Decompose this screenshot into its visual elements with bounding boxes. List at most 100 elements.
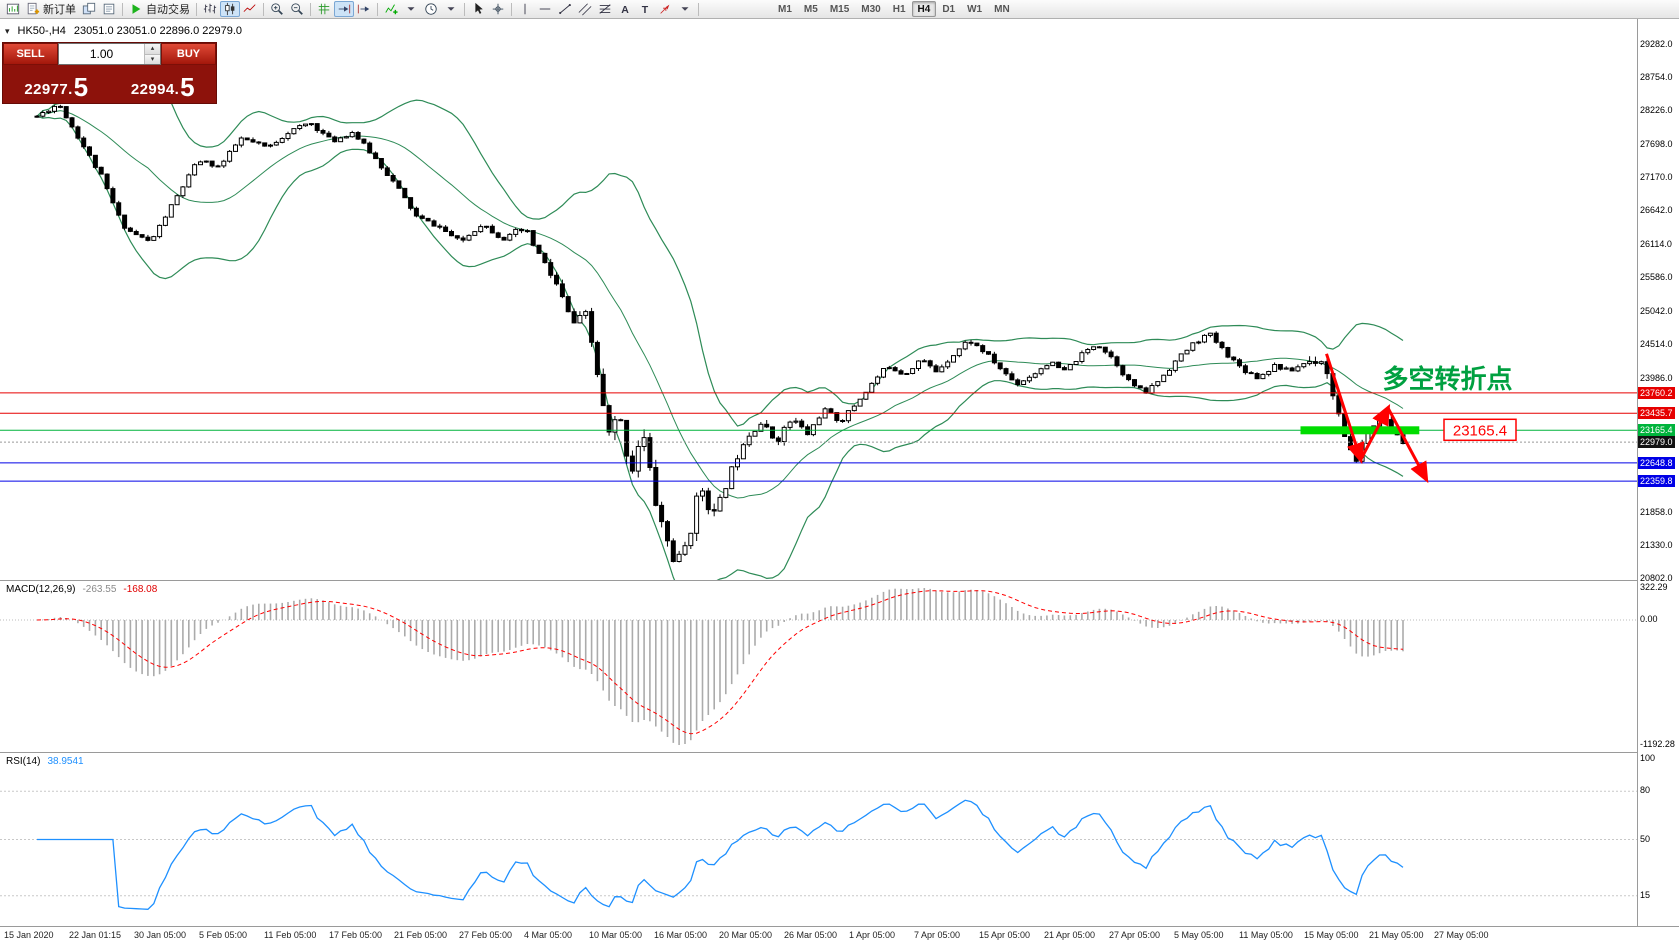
lot-decrease-button[interactable]: ▾ <box>145 54 160 64</box>
candle <box>775 437 781 442</box>
toolbar-separator <box>263 2 264 16</box>
time-axis[interactable]: 15 Jan 2020 22 Jan 01:15 30 Jan 05:00 5 Feb… <box>0 927 1637 944</box>
templates-icon[interactable] <box>99 1 119 17</box>
profiles-icon[interactable] <box>79 1 99 17</box>
candle <box>647 437 653 469</box>
candle <box>1207 332 1213 336</box>
indicators-icon[interactable] <box>381 1 401 17</box>
candle <box>110 188 116 204</box>
price-digits: 22977. <box>24 81 73 98</box>
lot-size-input[interactable]: 1.00 <box>89 47 114 61</box>
zoom-in-icon[interactable] <box>267 1 287 17</box>
fibonacci-icon[interactable] <box>595 1 615 17</box>
price-tag-box[interactable] <box>1443 418 1517 442</box>
rsi-scale-label: 100 <box>1640 753 1656 763</box>
periods-dropdown-icon[interactable] <box>441 1 461 17</box>
arrows-dropdown-icon[interactable] <box>675 1 695 17</box>
trend-arrow-1[interactable] <box>1325 353 1365 464</box>
candle <box>145 236 151 241</box>
rsi-pane[interactable] <box>0 753 1637 926</box>
autotrading-button[interactable]: 自动交易 <box>126 1 193 17</box>
new-order-button[interactable]: 新订单 <box>23 1 79 17</box>
timeframe-m5[interactable]: M5 <box>798 1 824 17</box>
candle <box>419 215 425 219</box>
candle <box>1044 365 1050 370</box>
timeframe-m1[interactable]: M1 <box>772 1 798 17</box>
chart-shift-icon[interactable] <box>354 1 374 17</box>
vertical-line-icon[interactable] <box>515 1 535 17</box>
candle <box>863 391 869 400</box>
grid-icon[interactable] <box>314 1 334 17</box>
buy-button[interactable]: BUY <box>161 43 216 65</box>
candle <box>1318 361 1324 364</box>
candle <box>524 230 530 233</box>
candle <box>956 348 962 357</box>
candle <box>1067 364 1073 371</box>
time-label: 1 Apr 05:00 <box>849 930 896 940</box>
lot-increase-button[interactable]: ▴ <box>145 44 160 55</box>
sell-button[interactable]: SELL <box>3 43 58 65</box>
candle <box>279 138 285 143</box>
auto-scroll-icon[interactable] <box>334 1 354 17</box>
candle <box>583 311 589 316</box>
text-tool-icon[interactable] <box>615 1 635 17</box>
line-chart-mode-icon <box>243 2 257 16</box>
label-tool-icon[interactable] <box>635 1 655 17</box>
timeframe-h4[interactable]: H4 <box>911 1 937 17</box>
sell-price[interactable]: 22977. 5 <box>3 65 110 103</box>
indicators-dropdown-icon[interactable] <box>401 1 421 17</box>
candle <box>507 233 513 241</box>
support-zone[interactable] <box>1300 426 1420 435</box>
timeframe-h1[interactable]: H1 <box>887 1 912 17</box>
periods-icon[interactable] <box>421 1 441 17</box>
channel-icon[interactable] <box>575 1 595 17</box>
candlestick-mode-icon[interactable] <box>220 1 240 17</box>
candle <box>98 166 104 175</box>
timeframe-mn[interactable]: MN <box>988 1 1016 17</box>
candle <box>1108 351 1114 358</box>
trendline-icon[interactable] <box>555 1 575 17</box>
price-scale[interactable]: 29282.0 28754.0 28226.0 27698.0 27170.0 26642… <box>1637 18 1679 926</box>
buy-price[interactable]: 22994. 5 <box>110 65 217 103</box>
main-chart[interactable]: 多空转折点 23165.4 <box>0 18 1637 580</box>
horizontal-line-icon[interactable] <box>535 1 555 17</box>
candle <box>52 105 57 112</box>
line-chart-mode-icon[interactable] <box>240 1 260 17</box>
price-level-label: 23165.4 <box>1638 424 1675 437</box>
cursor-icon[interactable] <box>468 1 488 17</box>
annotation-text[interactable]: 多空转折点 <box>1383 364 1513 394</box>
candle <box>1009 373 1015 381</box>
pane-divider[interactable] <box>0 752 1679 753</box>
crosshair-icon[interactable] <box>488 1 508 17</box>
arrows-tool-icon[interactable] <box>655 1 675 17</box>
candle <box>589 311 595 343</box>
timeframe-m15[interactable]: M15 <box>824 1 855 17</box>
candle <box>297 125 303 129</box>
candle <box>787 421 793 428</box>
zoom-out-icon[interactable] <box>287 1 307 17</box>
candle <box>723 488 729 498</box>
timeframe-w1[interactable]: W1 <box>961 1 988 17</box>
trend-arrow-3[interactable] <box>1386 407 1429 484</box>
candle <box>665 521 670 542</box>
candle <box>951 355 956 363</box>
candle <box>87 146 92 156</box>
timeframe-m30[interactable]: M30 <box>855 1 886 17</box>
timeframe-d1[interactable]: D1 <box>936 1 961 17</box>
new-chart-icon[interactable] <box>3 1 23 17</box>
macd-pane[interactable] <box>0 581 1637 752</box>
candle <box>624 419 630 457</box>
one-click-toggle-icon[interactable]: ▾ <box>5 25 10 36</box>
trend-arrow-2[interactable] <box>1359 404 1391 461</box>
candle <box>635 446 641 472</box>
rsi-title: RSI(14) 38.9541 <box>6 756 84 767</box>
candle <box>256 141 262 144</box>
candle <box>1061 367 1067 371</box>
candle <box>484 225 489 228</box>
time-label: 27 Apr 05:00 <box>1109 930 1161 940</box>
candle <box>781 426 787 442</box>
bar-chart-mode-icon[interactable] <box>200 1 220 17</box>
candle <box>460 237 466 241</box>
candle <box>268 144 273 147</box>
pane-divider[interactable] <box>0 580 1679 581</box>
